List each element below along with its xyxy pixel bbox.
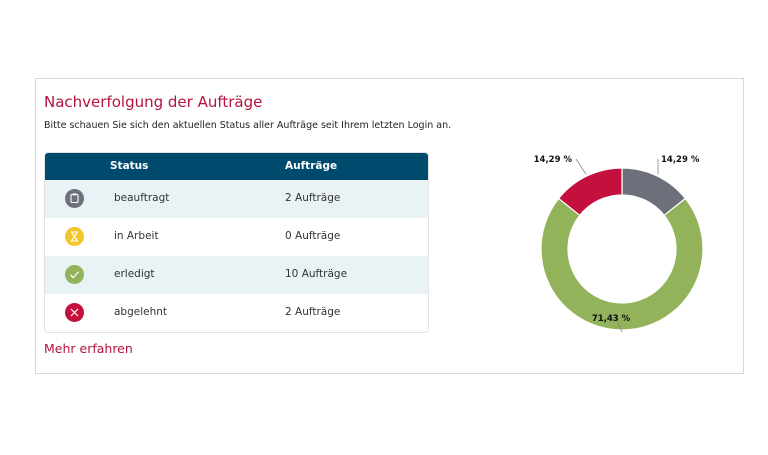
- page-subtitle: Bitte schauen Sie sich den aktuellen Sta…: [44, 120, 452, 131]
- order-count: 0 Aufträge: [285, 230, 341, 242]
- donut-data-label: 71,43 %: [592, 314, 631, 324]
- hourglass-icon: [65, 227, 84, 246]
- donut-data-label: 14,29 %: [661, 155, 700, 165]
- order-count: 2 Aufträge: [285, 306, 341, 318]
- column-header-status: Status: [110, 160, 149, 172]
- label-leader-line: [613, 312, 623, 333]
- order-count: 2 Aufträge: [285, 192, 341, 204]
- donut-slice-erledigt: [540, 197, 704, 331]
- table-header: Status Aufträge: [45, 153, 428, 180]
- donut-data-label: 14,29 %: [534, 155, 573, 165]
- order-count: 10 Aufträge: [285, 268, 348, 280]
- status-label: abgelehnt: [114, 306, 168, 318]
- table-row: beauftragt 2 Aufträge: [45, 180, 428, 218]
- clipboard-icon: [65, 189, 84, 208]
- column-header-orders: Aufträge: [285, 160, 338, 172]
- order-tracking-panel: Nachverfolgung der Aufträge Bitte schaue…: [35, 78, 744, 374]
- label-leader-line: [575, 158, 587, 175]
- table-row: erledigt 10 Aufträge: [45, 256, 428, 294]
- donut-slice-abgelehnt: [557, 167, 623, 217]
- status-table: Status Aufträge beauftragt 2 Aufträge: [44, 152, 429, 333]
- status-label: beauftragt: [114, 192, 170, 204]
- cross-icon: [65, 303, 84, 322]
- table-row: in Arbeit 0 Aufträge: [45, 218, 428, 256]
- table-row: abgelehnt 2 Aufträge: [45, 294, 428, 332]
- checkmark-icon: [65, 265, 84, 284]
- page-title: Nachverfolgung der Aufträge: [44, 93, 263, 111]
- status-label: erledigt: [114, 268, 155, 280]
- status-donut-chart: 14,29 % 71,43 % 14,29 %: [534, 155, 704, 333]
- status-label: in Arbeit: [114, 230, 159, 242]
- more-info-link[interactable]: Mehr erfahren: [44, 341, 133, 356]
